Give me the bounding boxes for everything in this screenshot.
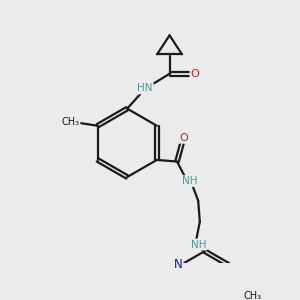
Text: NH: NH [182, 176, 198, 186]
Text: CH₃: CH₃ [243, 291, 261, 300]
Text: HN: HN [137, 83, 153, 93]
Text: O: O [179, 133, 188, 143]
Text: NH: NH [191, 240, 207, 250]
Text: CH₃: CH₃ [61, 118, 80, 128]
Text: N: N [174, 258, 182, 271]
Text: O: O [190, 69, 199, 79]
